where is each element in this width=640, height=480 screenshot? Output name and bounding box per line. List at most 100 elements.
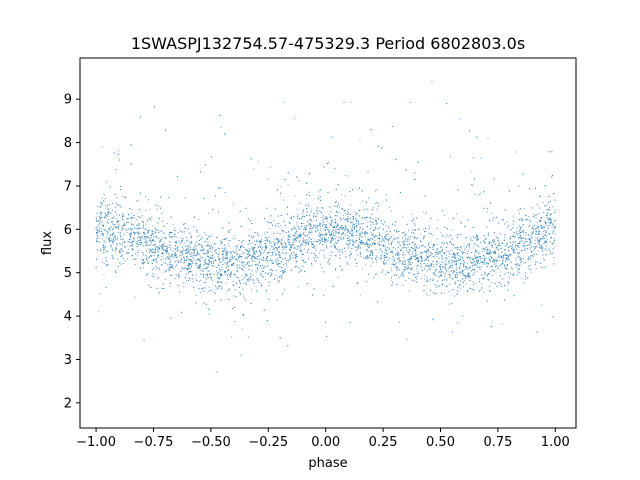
data-point xyxy=(535,228,537,230)
data-point xyxy=(134,296,136,298)
data-point xyxy=(375,217,377,219)
data-point xyxy=(439,266,441,268)
data-point xyxy=(333,243,335,245)
data-point xyxy=(207,270,209,272)
data-point xyxy=(240,256,242,258)
data-point xyxy=(334,201,336,203)
data-point xyxy=(491,245,493,247)
data-point xyxy=(198,218,200,220)
data-point xyxy=(249,276,251,278)
data-point xyxy=(411,257,413,259)
data-point xyxy=(406,267,408,269)
data-point xyxy=(280,275,282,277)
data-point xyxy=(493,239,495,241)
data-point xyxy=(202,249,204,251)
data-point xyxy=(318,239,320,241)
data-point xyxy=(255,257,257,259)
data-point xyxy=(211,257,213,259)
data-point xyxy=(210,247,212,249)
data-point xyxy=(446,234,448,236)
data-point xyxy=(434,274,436,276)
data-point xyxy=(440,273,442,275)
data-point xyxy=(370,224,372,226)
data-point xyxy=(465,283,467,285)
data-point xyxy=(128,218,130,219)
data-point xyxy=(265,246,267,248)
data-point xyxy=(487,234,489,236)
data-point xyxy=(496,265,498,267)
data-point xyxy=(330,217,332,219)
data-point xyxy=(378,205,380,207)
data-point xyxy=(257,246,259,248)
data-point xyxy=(169,258,171,260)
data-point xyxy=(258,241,260,243)
data-point xyxy=(315,240,317,242)
data-point xyxy=(227,265,229,267)
data-point xyxy=(423,250,425,252)
data-point xyxy=(335,231,337,233)
data-point xyxy=(96,235,98,237)
data-point xyxy=(336,231,338,233)
data-point xyxy=(221,281,223,283)
data-point xyxy=(548,248,550,250)
data-point xyxy=(227,278,229,280)
data-point xyxy=(195,264,197,266)
data-point xyxy=(151,250,153,252)
data-point xyxy=(467,273,469,275)
data-point xyxy=(253,168,255,170)
data-point xyxy=(224,191,226,193)
data-point xyxy=(457,322,459,324)
data-point xyxy=(523,208,525,210)
data-point xyxy=(148,257,150,259)
data-point xyxy=(218,247,220,249)
data-point xyxy=(417,261,419,263)
data-point xyxy=(334,205,336,207)
data-point xyxy=(414,273,416,275)
data-point xyxy=(423,238,425,240)
data-point xyxy=(272,252,274,254)
data-point xyxy=(466,257,468,259)
data-point xyxy=(113,224,115,226)
data-point xyxy=(121,256,123,258)
data-point xyxy=(321,239,323,241)
data-point xyxy=(268,236,270,238)
data-point xyxy=(385,273,387,275)
data-point xyxy=(95,238,97,240)
data-point xyxy=(458,268,460,270)
data-point xyxy=(355,250,357,252)
data-point xyxy=(403,232,405,234)
data-point xyxy=(500,286,502,288)
data-point xyxy=(281,267,283,269)
data-point xyxy=(253,251,255,253)
data-point xyxy=(214,300,216,302)
data-point xyxy=(120,188,122,190)
data-point xyxy=(212,258,214,260)
data-point xyxy=(374,239,376,241)
data-point xyxy=(466,246,468,248)
data-point xyxy=(330,211,332,213)
data-point xyxy=(445,271,447,273)
data-point xyxy=(150,287,152,289)
data-point xyxy=(432,319,434,321)
data-point xyxy=(436,264,438,266)
data-point xyxy=(372,252,374,254)
data-point xyxy=(116,218,118,220)
data-point xyxy=(313,257,315,259)
data-point xyxy=(502,259,504,261)
data-point xyxy=(513,234,515,236)
data-point xyxy=(321,234,323,236)
data-point xyxy=(389,237,391,239)
data-point xyxy=(390,251,392,253)
data-point xyxy=(276,277,278,279)
data-point xyxy=(377,301,379,303)
data-point xyxy=(338,251,340,253)
data-point xyxy=(362,228,364,230)
data-point xyxy=(401,241,403,243)
data-point xyxy=(504,267,506,269)
data-point xyxy=(334,254,336,256)
data-point xyxy=(528,265,530,267)
data-point xyxy=(330,237,332,239)
data-point xyxy=(354,223,356,225)
data-point xyxy=(342,238,344,240)
data-point xyxy=(501,242,503,244)
